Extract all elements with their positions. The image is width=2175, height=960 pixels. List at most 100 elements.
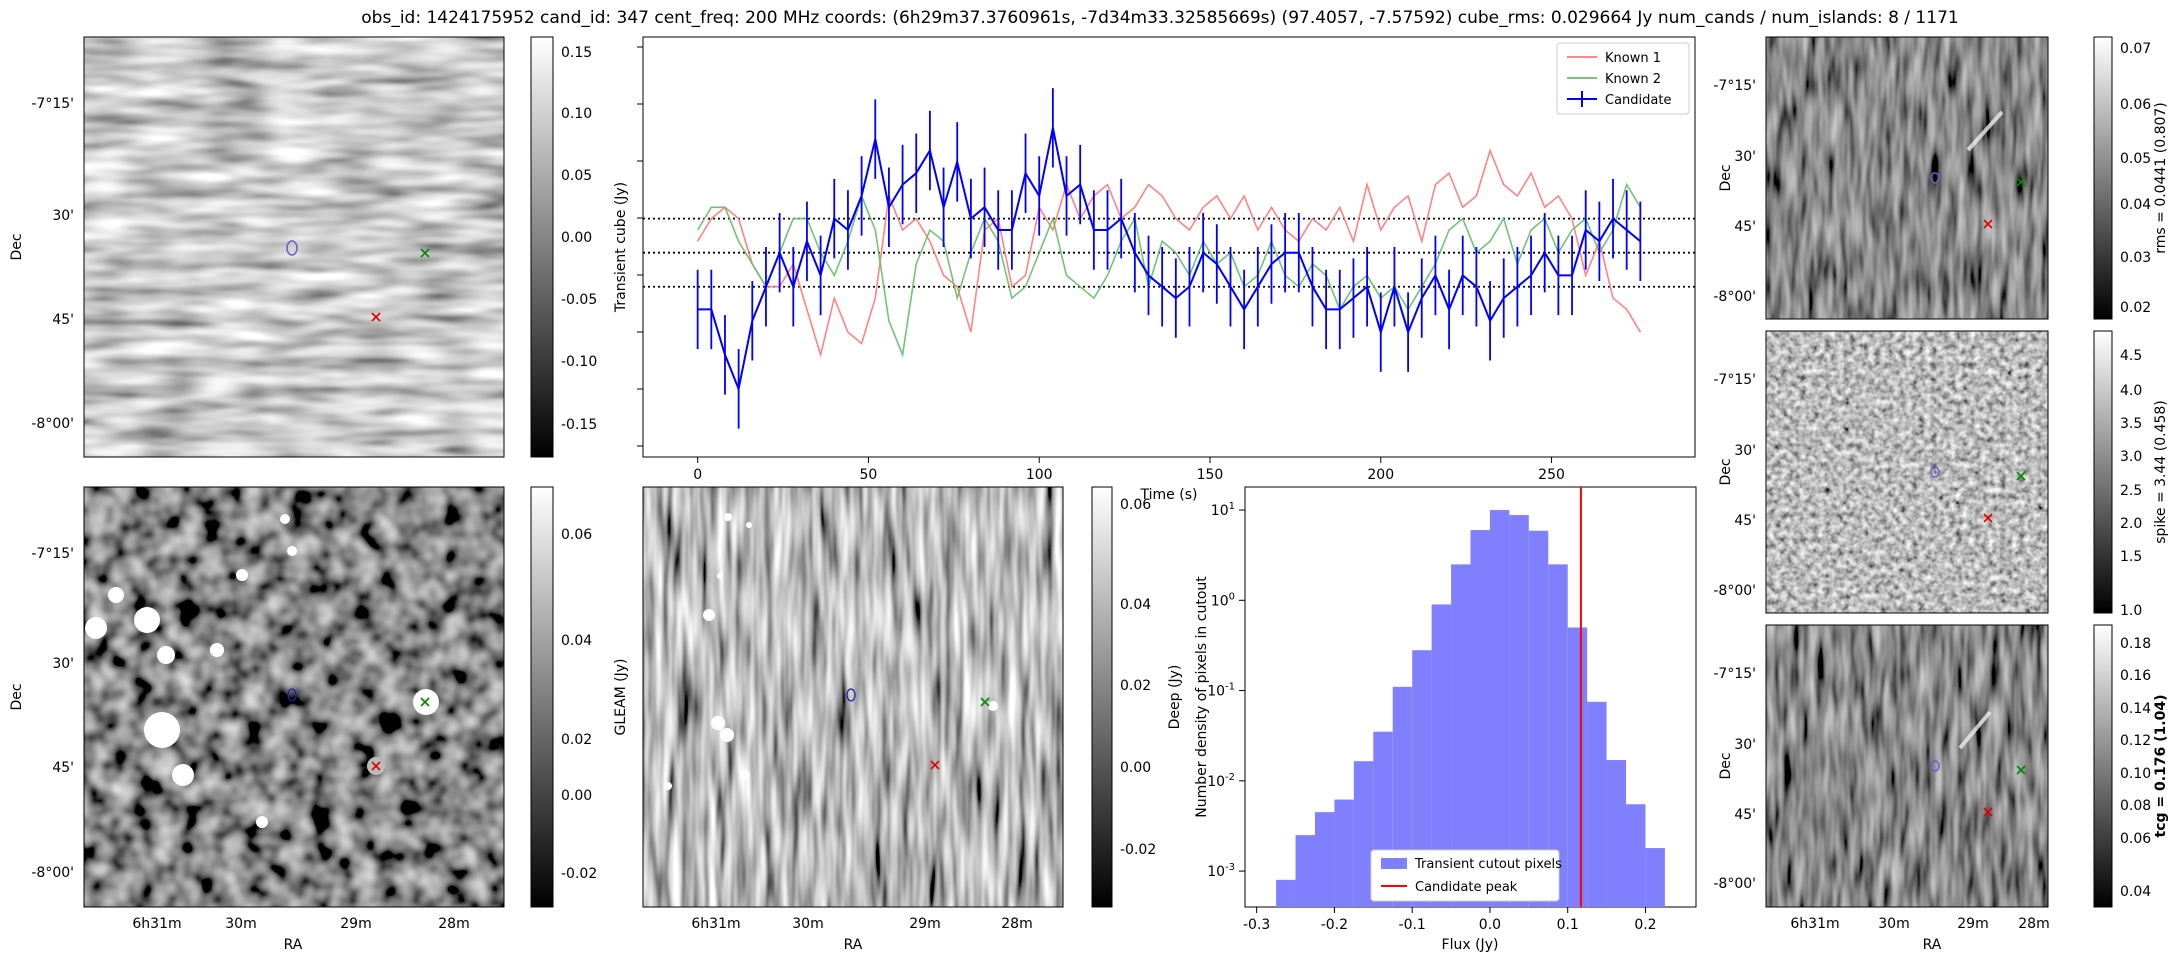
spike-image: [1766, 331, 2048, 613]
colorbar-tick-label: -0.02: [1120, 842, 1156, 858]
colorbar-tick-label: -0.02: [561, 866, 597, 882]
known-source-2-marker: [2016, 177, 2026, 187]
spike-colorbar: [2093, 330, 2113, 614]
histogram-bar: [1626, 804, 1646, 907]
ra-tick-label: 28m: [1001, 916, 1032, 932]
bright-artifact: [1958, 710, 1992, 750]
series-line-known-1: [696, 148, 1642, 358]
known-source-2-marker: [980, 697, 990, 707]
y-tick-label: 10-2: [1207, 772, 1235, 790]
dec-axis-label: Dec: [1718, 752, 1734, 779]
histogram-bar: [1567, 627, 1588, 907]
histogram-bar: [1431, 604, 1452, 907]
dec-tick-label: -8°00': [31, 416, 74, 432]
y-tick-label: 10-3: [1207, 862, 1235, 880]
rms-image: [1766, 37, 2048, 319]
colorbar-tick-label: 0.00: [561, 230, 592, 246]
histogram-bar: [1276, 879, 1296, 907]
dec-axis-label: Dec: [1718, 164, 1734, 191]
colorbar-tick-label: 0.02: [561, 732, 592, 748]
x-axis-label: Time (s): [1140, 487, 1198, 503]
colorbar-tick-label: 0.16: [2120, 668, 2151, 684]
lightcurve-legend: Known 1 Known 2 Candidate: [1556, 42, 1690, 115]
y-tick-label: 10-1: [1207, 682, 1235, 700]
colorbar-tick-label: 1.5: [2120, 549, 2142, 565]
transient-image: [84, 37, 504, 457]
rms-colorbar: [2093, 36, 2113, 320]
ra-axis-label: RA: [284, 937, 303, 953]
deep-image: [643, 487, 1063, 907]
x-tick-label: 0.1: [1557, 917, 1579, 933]
colorbar-tick-label: 0.02: [2120, 300, 2151, 316]
colorbar-tick-label: 2.5: [2120, 483, 2142, 499]
ra-tick-label: 6h31m: [132, 916, 181, 932]
gleam-image-panel: -7°15' 30' 45' -8°00' Dec 6h31m 30m 29m …: [9, 486, 629, 953]
histogram-plot-area: -0.3 -0.2 -0.1 0.0 0.1 0.2 10-3 10-2 10-1 100 101: [1207, 487, 1665, 933]
x-tick-label: 0: [693, 467, 702, 483]
histogram-bar: [1528, 530, 1549, 907]
dec-tick-label: 45': [1734, 807, 1756, 823]
tcg-image-panel: -7°15' 30' 45' -8°00' Dec 6h31m 30m 29m …: [1713, 624, 2169, 953]
histogram-bar: [1334, 799, 1354, 907]
colorbar-tick-label: 1.0: [2120, 603, 2142, 619]
known-source-1-marker: [1983, 219, 1993, 229]
dec-tick-label: -7°15': [31, 96, 74, 112]
colorbar-label: Deep (Jy): [1167, 665, 1183, 730]
histogram-bar: [1451, 564, 1471, 907]
dec-tick-label: -7°15': [1713, 372, 1756, 388]
legend-entry: Candidate: [1605, 93, 1671, 108]
x-tick-label: 250: [1538, 467, 1565, 483]
deep-image-panel: 6h31m 30m 29m 28m RA 0.06 0.04 0.02 0.00…: [642, 486, 1183, 953]
transient-image-panel: -7°15' 30' 45' -8°00' Dec 0.15 0.10 0.05…: [9, 36, 629, 458]
colorbar-tick-label: -0.05: [561, 292, 597, 308]
dec-axis-label: Dec: [9, 683, 25, 710]
dec-tick-label: 30': [52, 208, 74, 224]
colorbar-tick-label: 2.0: [2120, 516, 2142, 532]
y-axis-label: Number density of pixels in cutout: [1194, 576, 1210, 818]
spike-image-panel: -7°15' 30' 45' -8°00' Dec 4.5 4.0 3.5 3.…: [1713, 330, 2169, 619]
colorbar-tick-label: 0.07: [2120, 41, 2151, 57]
dec-tick-label: 45': [52, 312, 74, 328]
colorbar-tick-label: 0.05: [2120, 151, 2151, 167]
dec-tick-label: -8°00': [1713, 289, 1756, 305]
colorbar-tick-label: 0.03: [2120, 250, 2151, 266]
histogram-panel: -0.3 -0.2 -0.1 0.0 0.1 0.210-310-210-1100101 …: [1194, 486, 1697, 953]
candidate-marker: [1930, 466, 1940, 478]
colorbar-tick-label: 0.06: [2120, 831, 2151, 847]
known-source-1-marker: [930, 760, 940, 770]
x-tick-label: 0.2: [1634, 917, 1656, 933]
dec-tick-label: -8°00': [1713, 876, 1756, 892]
histogram-bar: [1470, 530, 1490, 907]
legend-entry: Known 1: [1605, 51, 1661, 66]
colorbar-tick-label: -0.10: [561, 354, 597, 370]
histogram-bar: [1412, 650, 1432, 907]
lightcurve-panel: 0 50 100 150 200 250 Known 1 Known 2 Candidat…: [637, 36, 1696, 503]
dec-tick-label: -8°00': [1713, 583, 1756, 599]
y-tick-label: 100: [1211, 591, 1235, 609]
colorbar-tick-label: 0.06: [561, 527, 592, 543]
colorbar-tick-label: -0.15: [561, 417, 597, 433]
dec-tick-label: 30': [1734, 737, 1756, 753]
legend-entry: Transient cutout pixels: [1414, 857, 1562, 872]
candidate-marker: [1930, 172, 1940, 184]
dec-tick-label: 45': [1734, 513, 1756, 529]
colorbar-tick-label: 0.00: [1120, 760, 1151, 776]
lightcurve-plot-area: 0 50 100 150 200 250: [637, 46, 1695, 483]
ra-tick-label: 28m: [438, 916, 469, 932]
dec-tick-label: 30': [1734, 149, 1756, 165]
rms-image-panel: -7°15' 30' 45' -8°00' Dec 0.07 0.06 0.05…: [1713, 36, 2169, 320]
x-tick-label: -0.2: [1321, 917, 1348, 933]
colorbar-label: GLEAM (Jy): [613, 659, 629, 736]
colorbar-tick-label: 3.0: [2120, 449, 2142, 465]
histogram-bar: [1548, 564, 1568, 907]
ra-tick-label: 29m: [340, 916, 371, 932]
histogram-bar: [1587, 701, 1607, 907]
candidate-marker: [1930, 760, 1940, 772]
histogram-bar: [1509, 515, 1529, 907]
histogram-bar: [1295, 835, 1315, 907]
tcg-colorbar: [2093, 624, 2113, 908]
x-tick-label: -0.3: [1243, 917, 1270, 933]
histogram-bar: [1489, 510, 1510, 907]
colorbar-tick-label: 0.18: [2120, 636, 2151, 652]
known-source-1-marker: [371, 761, 381, 771]
